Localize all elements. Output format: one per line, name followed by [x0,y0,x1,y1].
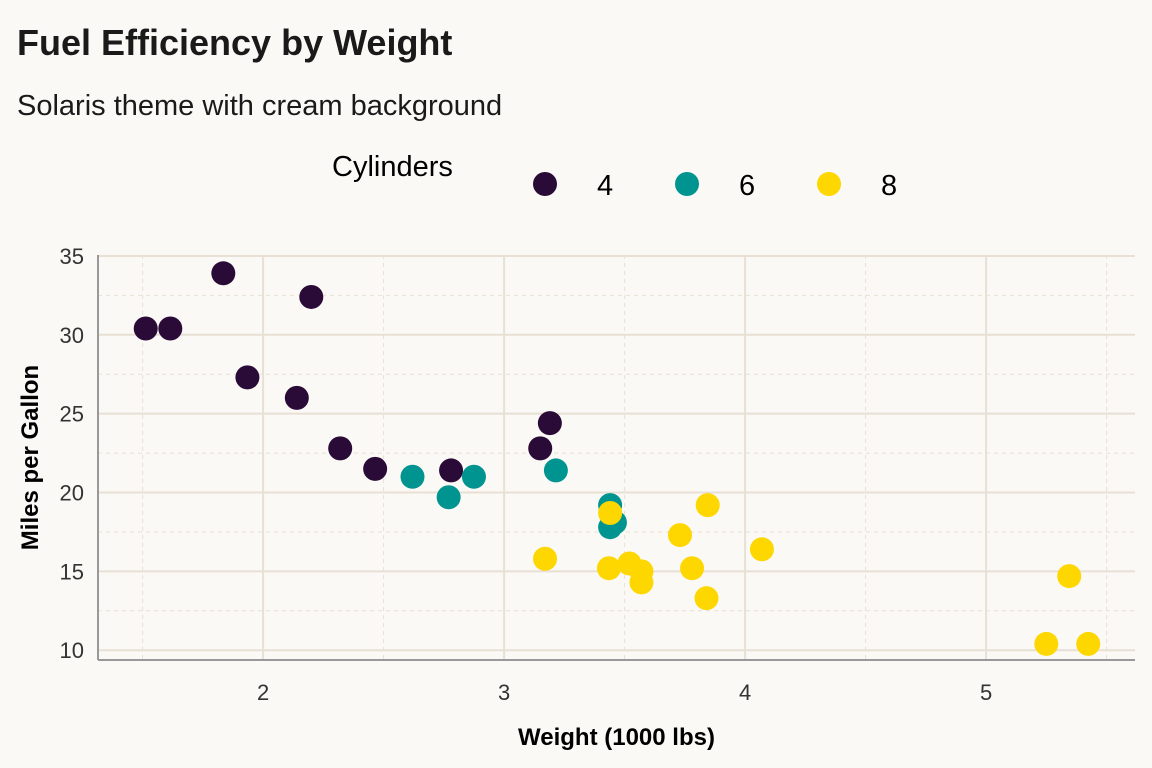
x-tick-label: 3 [498,680,510,705]
data-point-cyl-8 [1057,564,1082,589]
chart-subtitle: Solaris theme with cream background [17,90,503,122]
data-point-cyl-8 [596,556,621,581]
y-tick-label: 25 [60,402,84,427]
legend-label: 4 [597,170,613,202]
chart-title: Fuel Efficiency by Weight [17,22,453,63]
data-point-cyl-4 [284,385,309,410]
x-tick-label: 2 [257,680,269,705]
data-point-cyl-4 [158,316,183,341]
y-tick-label: 15 [60,559,84,584]
data-point-cyl-4 [537,411,562,436]
data-point-cyl-4 [363,456,388,481]
data-point-cyl-8 [1076,631,1101,656]
data-point-cyl-8 [680,556,705,581]
data-point-cyl-4 [439,458,464,483]
data-point-cyl-6 [400,464,425,489]
legend-key-cyl-6 [675,172,699,196]
y-tick-label: 30 [60,323,84,348]
data-point-cyl-4 [528,436,553,461]
y-tick-label: 10 [60,638,84,663]
data-point-cyl-8 [533,546,558,571]
data-point-cyl-8 [668,523,693,548]
data-point-cyl-8 [1034,631,1059,656]
legend-label: 8 [881,170,897,202]
y-axis-label: Miles per Gallon [17,365,44,550]
data-point-cyl-4 [211,261,236,286]
data-point-cyl-4 [133,316,158,341]
x-tick-label: 5 [980,680,992,705]
data-point-cyl-4 [299,284,324,309]
data-point-cyl-8 [629,559,654,584]
legend-label: 6 [739,170,755,202]
data-point-cyl-8 [749,537,774,562]
legend-key-cyl-8 [817,172,841,196]
data-point-cyl-6 [436,485,461,510]
y-tick-label: 35 [60,244,84,269]
data-point-cyl-6 [543,458,568,483]
data-point-cyl-4 [328,436,353,461]
legend-title: Cylinders [332,151,453,183]
x-tick-label: 4 [739,680,751,705]
data-point-cyl-8 [598,501,623,526]
legend-key-cyl-4 [533,172,557,196]
x-axis-label: Weight (1000 lbs) [518,724,715,751]
data-point-cyl-6 [461,464,486,489]
y-tick-label: 20 [60,481,84,506]
data-point-cyl-8 [695,493,720,518]
data-point-cyl-4 [235,365,260,390]
data-point-cyl-8 [694,586,719,611]
